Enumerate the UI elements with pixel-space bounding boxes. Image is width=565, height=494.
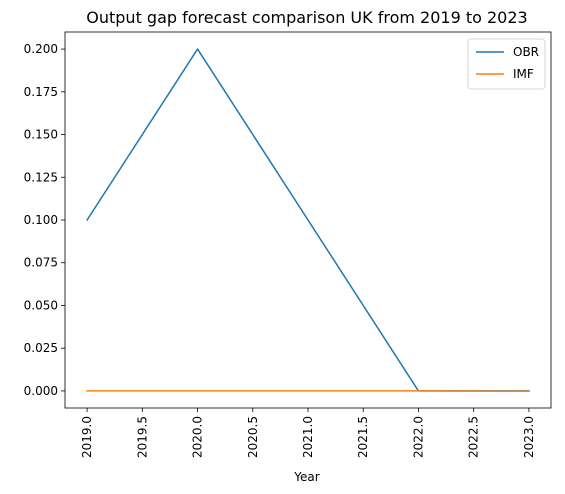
y-tick-label: 0.100 — [24, 213, 58, 227]
x-tick-label: 2019.0 — [80, 416, 94, 458]
x-tick-label: 2021.0 — [301, 416, 315, 458]
x-tick-label: 2020.0 — [191, 416, 205, 458]
plot-area: 0.000 0.025 0.050 0.075 0.100 0.125 0.150 0.175… — [24, 31, 552, 458]
chart-title: Output gap forecast comparison UK from 2… — [86, 8, 527, 27]
y-tick-label: 0.200 — [24, 42, 58, 56]
x-tick-label: 2019.5 — [135, 416, 149, 458]
x-tick-label: 2022.0 — [411, 416, 425, 458]
legend: OBR IMF — [467, 38, 546, 90]
y-tick-label: 0.150 — [24, 128, 58, 142]
x-axis-label: Year — [293, 470, 319, 484]
x-tick-label: 2020.5 — [246, 416, 260, 458]
x-tick-label: 2023.0 — [522, 416, 536, 458]
x-tick-label: 2021.5 — [356, 416, 370, 458]
legend-label-obr: OBR — [513, 45, 539, 59]
y-tick-label: 0.025 — [24, 341, 58, 355]
y-tick-label: 0.050 — [24, 298, 58, 312]
y-tick-label: 0.000 — [24, 384, 58, 398]
y-tick-label: 0.175 — [24, 85, 58, 99]
legend-label-imf: IMF — [513, 67, 534, 81]
y-tick-label: 0.075 — [24, 256, 58, 270]
x-tick-label: 2022.5 — [467, 416, 481, 458]
y-tick-label: 0.125 — [24, 170, 58, 184]
axes-frame — [64, 31, 552, 409]
